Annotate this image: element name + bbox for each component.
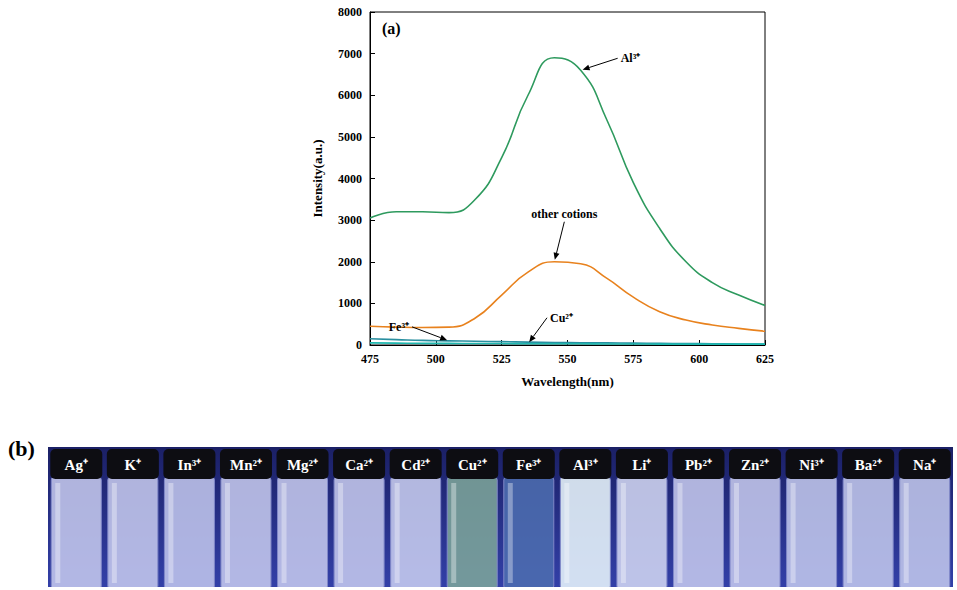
svg-text:7000: 7000 [338,47,362,61]
html-text:(b): (b) [8,436,35,461]
svg-text:625: 625 [756,352,774,366]
svg-text:Cu²⁺: Cu²⁺ [550,311,573,325]
svg-text:Cd²⁺: Cd²⁺ [401,457,430,473]
svg-text:Ba²⁺: Ba²⁺ [855,457,882,473]
svg-text:6000: 6000 [338,88,362,102]
svg-text:500: 500 [427,352,445,366]
svg-text:Cu²⁺: Cu²⁺ [458,457,487,473]
svg-text:0: 0 [356,338,362,352]
svg-text:1000: 1000 [338,296,362,310]
svg-text:575: 575 [624,352,642,366]
svg-text:5000: 5000 [338,130,362,144]
svg-text:Mg²⁺: Mg²⁺ [287,457,318,473]
svg-text:Li⁺: Li⁺ [632,457,651,473]
svg-text:Al³⁺: Al³⁺ [621,51,641,65]
svg-text:other cotions: other cotions [531,207,597,221]
svg-text:In³⁺: In³⁺ [178,457,202,473]
svg-text:2000: 2000 [338,255,362,269]
svg-text:(a): (a) [382,20,401,38]
svg-text:475: 475 [361,352,379,366]
svg-text:Na⁺: Na⁺ [913,457,936,473]
svg-text:Ni³⁺: Ni³⁺ [799,457,824,473]
svg-text:600: 600 [690,352,708,366]
svg-text:Mn²⁺: Mn²⁺ [230,457,262,473]
svg-text:Ca²⁺: Ca²⁺ [345,457,373,473]
svg-text:525: 525 [493,352,511,366]
svg-text:Wavelength(nm): Wavelength(nm) [521,374,613,389]
svg-text:Ag⁺: Ag⁺ [65,457,88,473]
svg-text:K⁺: K⁺ [125,457,142,473]
svg-text:3000: 3000 [338,213,362,227]
svg-text:Intensity(a.u.): Intensity(a.u.) [310,139,325,217]
svg-text:Fe³⁺: Fe³⁺ [516,457,541,473]
svg-text:Al³⁺: Al³⁺ [573,457,598,473]
svg-text:550: 550 [559,352,577,366]
svg-text:4000: 4000 [338,172,362,186]
svg-text:Zn²⁺: Zn²⁺ [741,457,769,473]
svg-text:8000: 8000 [338,5,362,19]
svg-text:Fe³⁺: Fe³⁺ [389,320,409,334]
svg-text:Pb²⁺: Pb²⁺ [685,457,712,473]
